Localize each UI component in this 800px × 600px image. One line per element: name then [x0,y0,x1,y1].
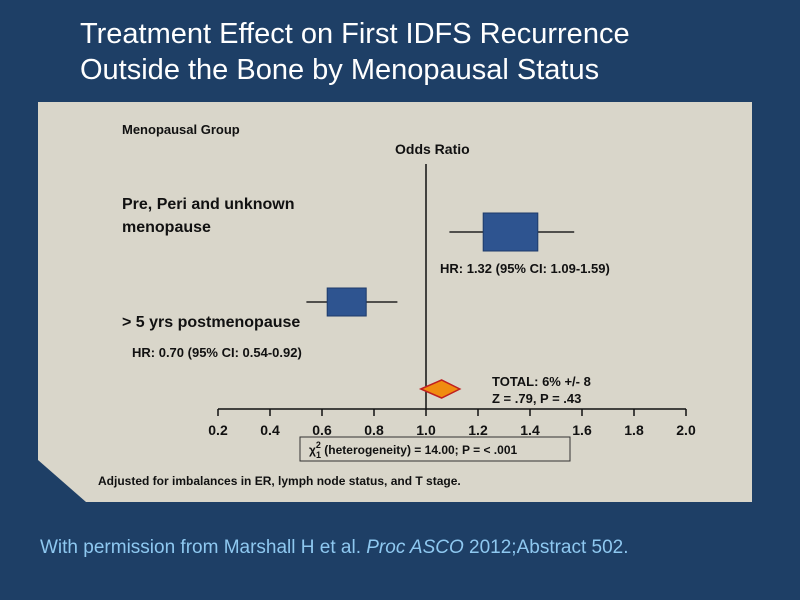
x-tick-label: 1.4 [520,422,540,438]
chi-subscript: 1 [316,450,321,460]
chart-panel: Menopausal Group Odds Ratio Pre, Peri an… [38,102,752,502]
x-tick-label: 0.6 [312,422,332,438]
row-2-label: > 5 yrs postmenopause [122,314,300,331]
row-1-label-line-2: menopause [122,219,211,236]
slide-title: Treatment Effect on First IDFS Recurrenc… [80,16,760,88]
citation-authors: With permission from Marshall H et al. [40,537,367,558]
total-diamond [418,379,462,399]
axis-title: Odds Ratio [395,141,470,157]
x-tick-label: 0.4 [260,422,280,438]
x-tick-label: 2.0 [676,422,696,438]
heterogeneity-box [299,436,571,462]
total-line-2: Z = .79, P = .43 [492,391,581,406]
chi-superscript: 2 [316,440,321,450]
x-tick-label: 0.8 [364,422,384,438]
title-line-2: Outside the Bone by Menopausal Status [80,54,600,86]
citation: With permission from Marshall H et al. P… [40,537,629,559]
x-tick-label: 1.8 [624,422,644,438]
total-line-1: TOTAL: 6% +/- 8 [492,374,591,389]
x-tick-label: 1.0 [416,422,436,438]
citation-journal: Proc ASCO [366,537,464,558]
x-tick-label: 0.2 [208,422,228,438]
group-header: Menopausal Group [122,122,240,137]
row-1-annotation: HR: 1.32 (95% CI: 1.09-1.59) [440,261,610,276]
row-1-label-line-1: Pre, Peri and unknown [122,196,294,213]
heterogeneity-value: (heterogeneity) = 14.00; P = < .001 [321,443,518,457]
x-tick-label: 1.2 [468,422,488,438]
plot-area: 0.2 0.4 0.6 0.8 1.0 1.2 1.4 1.6 1.8 2.0 [208,164,696,438]
row-2-annotation: HR: 0.70 (95% CI: 0.54-0.92) [132,345,302,360]
citation-details: 2012;Abstract 502. [463,537,629,558]
forest-plot: Menopausal Group Odds Ratio Pre, Peri an… [38,102,752,502]
x-tick-label: 1.6 [572,422,592,438]
effect-box [482,212,539,252]
heterogeneity-text: χ2 1 (heterogeneity) = 14.00; P = < .001 [309,440,517,460]
title-line-1: Treatment Effect on First IDFS Recurrenc… [80,18,630,50]
footnote: Adjusted for imbalances in ER, lymph nod… [98,474,461,488]
chi-symbol: χ [309,443,316,457]
effect-box [326,287,367,317]
